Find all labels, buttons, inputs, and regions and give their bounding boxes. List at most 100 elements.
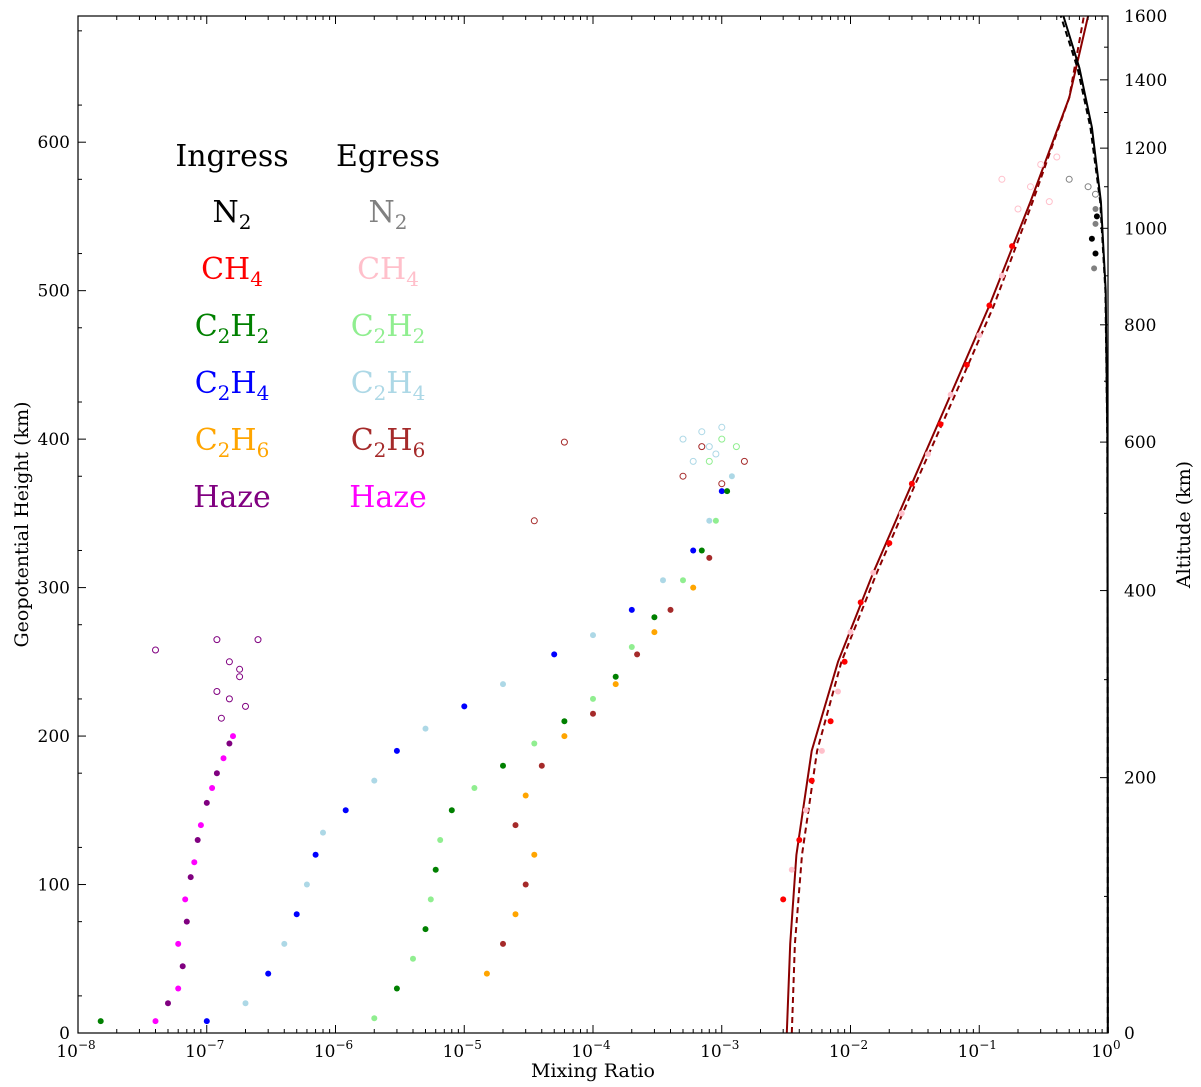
data-point (628, 644, 635, 650)
x-axis-label: Mixing Ratio (531, 1060, 655, 1082)
y2-tick-label: 0 (1124, 1024, 1135, 1044)
data-point-open (254, 636, 262, 644)
data-point-open (998, 175, 1006, 183)
data-point (690, 547, 697, 554)
data-point-open (718, 435, 726, 443)
data-point (1088, 235, 1095, 242)
y2-tick-label: 1400 (1124, 71, 1167, 91)
data-point-open (689, 457, 697, 465)
legend-entry: C2H2 (195, 309, 270, 348)
data-point (1009, 243, 1016, 250)
data-point (422, 725, 429, 732)
data-point (410, 955, 416, 962)
data-point (293, 911, 300, 918)
data-point (226, 740, 233, 747)
y-tick-label: 100 (38, 876, 70, 896)
data-point (947, 391, 954, 398)
data-point (531, 851, 538, 858)
x-tick-label: 10−2 (829, 1038, 868, 1062)
data-point (194, 837, 201, 843)
model-curve (785, 15, 1090, 1034)
data-point (393, 985, 400, 992)
data-point (512, 911, 519, 918)
data-point (209, 785, 216, 791)
data-point (1091, 265, 1098, 272)
data-point-open (1037, 161, 1045, 168)
data-point-open (679, 435, 687, 443)
axes-layer: 10−8 10−7 10−6 10−5 10−4 10−3 10−2 10−1 10001002… (38, 7, 1168, 1062)
data-point-open (213, 688, 221, 695)
y2-axis-label: Altitude (km) (1173, 461, 1195, 589)
data-point (312, 851, 319, 858)
data-point (690, 584, 697, 591)
data-point (612, 673, 619, 680)
y-tick-label: 400 (38, 430, 70, 450)
data-point (712, 517, 719, 524)
data-point-open (225, 658, 233, 666)
data-point-open (560, 438, 568, 446)
data-point-open (732, 443, 740, 451)
data-point-open (705, 443, 713, 451)
data-point (500, 762, 506, 769)
data-point (371, 777, 378, 784)
legend-entry: Haze (193, 480, 271, 515)
data-point (818, 747, 825, 754)
data-point (165, 1000, 171, 1007)
data-point (213, 770, 220, 777)
y2-tick-label: 1600 (1124, 7, 1167, 27)
y2-tick-label: 400 (1124, 582, 1156, 602)
data-point-open (698, 443, 706, 451)
data-point-open (236, 673, 244, 681)
data-point (698, 547, 705, 554)
x-tick-label: 10−6 (314, 1038, 353, 1062)
data-point-open (705, 457, 713, 465)
x-tick-label: 10−1 (958, 1038, 997, 1062)
data-point-open (718, 480, 726, 488)
data-point (660, 577, 666, 584)
data-point (937, 421, 944, 428)
data-point (561, 718, 568, 725)
data-point (461, 703, 468, 710)
data-point (432, 866, 439, 873)
legend-entry: Haze (349, 480, 427, 515)
data-point (651, 629, 658, 636)
data-point-open (712, 450, 720, 458)
data-point (680, 577, 686, 584)
y2-tick-label: 800 (1124, 316, 1156, 336)
data-point (847, 629, 854, 636)
data-point-open (242, 702, 249, 710)
data-point-open (718, 423, 726, 431)
legend-entry: C2H4 (195, 366, 270, 405)
legend-entry: CH4 (357, 252, 419, 291)
data-point-open (152, 646, 159, 654)
data-point (303, 881, 310, 888)
legend: Ingress Egress N2 CH4 C2H2 C2H4 C2H6 Haze N2 CH4 C… (175, 139, 440, 515)
data-point (522, 792, 529, 799)
data-point-open (217, 714, 225, 722)
data-point (986, 302, 993, 309)
data-point (242, 1000, 249, 1007)
data-point (628, 606, 635, 613)
legend-entry: C2H2 (351, 309, 426, 348)
data-point (796, 837, 803, 843)
data-point-open (1065, 175, 1073, 183)
legend-header: Ingress (175, 139, 288, 174)
data-point (97, 1018, 104, 1025)
data-point (728, 473, 735, 480)
data-point (827, 718, 834, 725)
data-point (1093, 213, 1100, 220)
data-point-open (1084, 183, 1092, 191)
data-point (835, 688, 841, 695)
data-point-open (1045, 198, 1053, 206)
data-point (531, 740, 538, 747)
data-point (197, 822, 204, 829)
data-point (538, 762, 545, 769)
data-point (651, 614, 658, 621)
legend-entry: N2 (213, 195, 252, 234)
data-point (152, 1018, 159, 1025)
data-point (706, 517, 713, 524)
data-point (857, 599, 864, 606)
data-point (561, 733, 568, 740)
data-point (448, 807, 455, 814)
